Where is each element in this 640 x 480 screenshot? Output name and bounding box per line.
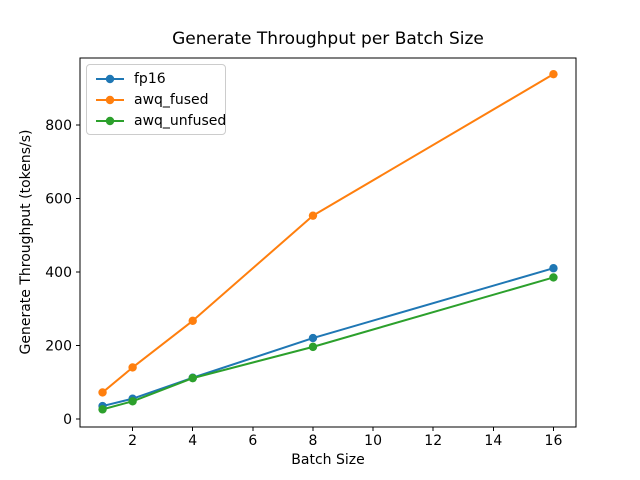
x-tick-label: 14: [484, 433, 502, 449]
data-point-fp16: [549, 264, 558, 273]
legend: fp16 awq_fused awq_unfused: [86, 64, 226, 135]
x-tick-label: 16: [545, 433, 563, 449]
y-tick-label: 400: [45, 265, 72, 281]
plot-frame: [79, 57, 577, 428]
y-tick-label: 800: [45, 118, 72, 134]
x-tick-label: 10: [364, 433, 382, 449]
x-tick-label: 8: [309, 433, 318, 449]
data-point-awq_unfused: [128, 397, 137, 406]
data-point-awq_fused: [549, 69, 558, 79]
data-point-awq_fused: [308, 211, 318, 220]
legend-line-marker-icon: [96, 95, 124, 104]
data-point-awq_fused: [188, 316, 197, 325]
legend-item: awq_unfused: [95, 110, 226, 131]
legend-line-marker-icon: [96, 116, 124, 125]
legend-item-label: fp16: [134, 70, 166, 87]
x-tick-label: 4: [188, 433, 197, 449]
data-point-awq_fused: [128, 363, 137, 372]
y-tick-label: 0: [63, 412, 72, 428]
legend-item: fp16: [95, 68, 217, 89]
x-tick-label: 6: [248, 433, 257, 449]
y-tick-label: 600: [45, 191, 72, 207]
data-point-awq_unfused: [188, 373, 197, 383]
series-line-awq_unfused: [102, 276, 554, 411]
legend-item-label: awq_fused: [134, 91, 209, 108]
legend-item-label: awq_unfused: [134, 112, 227, 129]
x-axis-label: Batch Size: [291, 452, 365, 468]
data-point-awq_unfused: [549, 273, 558, 282]
legend-item: awq_fused: [95, 89, 217, 110]
legend-line-marker-icon: [96, 74, 124, 83]
data-point-awq_unfused: [98, 405, 107, 414]
y-axis-label: Generate Throughput (tokens/s): [18, 129, 34, 355]
data-point-fp16: [308, 333, 318, 343]
data-point-awq_unfused: [308, 342, 318, 352]
y-tick-label: 200: [45, 338, 72, 354]
data-point-awq_fused: [98, 388, 107, 397]
x-tick-label: 12: [424, 433, 442, 449]
chart-title: Generate Throughput per Batch Size: [172, 29, 484, 49]
x-tick-label: 2: [128, 433, 137, 449]
